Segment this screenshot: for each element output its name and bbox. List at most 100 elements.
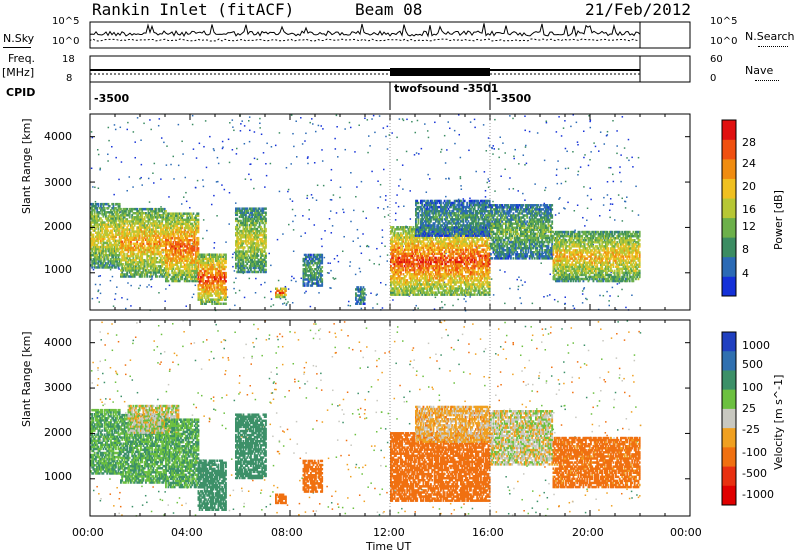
power-noise-echo bbox=[377, 303, 379, 305]
power-echo-cell bbox=[168, 280, 170, 282]
power-noise-echo bbox=[271, 298, 273, 300]
power-noise-echo bbox=[232, 266, 234, 268]
power-noise-echo bbox=[604, 143, 606, 145]
power-noise-echo bbox=[498, 148, 500, 150]
power-noise-echo bbox=[424, 123, 426, 125]
power-noise-echo bbox=[586, 220, 588, 222]
power-echo-cell bbox=[321, 270, 323, 272]
power-noise-echo bbox=[333, 194, 335, 196]
power-noise-echo bbox=[304, 140, 306, 142]
power-noise-echo bbox=[233, 130, 235, 132]
power-noise-echo bbox=[350, 127, 352, 129]
power-noise-echo bbox=[320, 125, 322, 127]
power-noise-echo bbox=[332, 277, 334, 279]
power-noise-echo bbox=[268, 253, 270, 255]
power-noise-echo bbox=[264, 186, 266, 188]
power-echo-cell bbox=[265, 212, 267, 214]
power-noise-echo bbox=[178, 124, 180, 126]
power-echo-cell bbox=[109, 205, 111, 207]
power-noise-echo bbox=[499, 136, 501, 138]
power-noise-echo bbox=[121, 297, 123, 299]
power-noise-echo bbox=[222, 148, 224, 150]
power-noise-echo bbox=[452, 305, 454, 307]
power-noise-echo bbox=[607, 134, 609, 136]
power-noise-echo bbox=[259, 118, 261, 120]
power-noise-echo bbox=[254, 158, 256, 160]
power-noise-echo bbox=[532, 303, 534, 305]
power-noise-echo bbox=[111, 146, 113, 148]
power-noise-echo bbox=[173, 178, 175, 180]
power-noise-echo bbox=[99, 169, 101, 171]
power-noise-echo bbox=[350, 261, 352, 263]
power-noise-echo bbox=[228, 223, 230, 225]
power-noise-echo bbox=[416, 152, 418, 154]
power-noise-echo bbox=[603, 295, 605, 297]
power-noise-echo bbox=[626, 196, 628, 198]
power-noise-echo bbox=[373, 263, 375, 265]
power-noise-echo bbox=[395, 213, 397, 215]
power-noise-echo bbox=[415, 132, 417, 134]
power-noise-echo bbox=[517, 190, 519, 192]
power-echo-cell bbox=[124, 253, 126, 255]
power-noise-echo bbox=[178, 165, 180, 167]
power-noise-echo bbox=[398, 206, 400, 208]
power-noise-echo bbox=[273, 304, 275, 306]
power-noise-echo bbox=[563, 207, 565, 209]
power-noise-echo bbox=[609, 217, 611, 219]
power-noise-echo bbox=[383, 169, 385, 171]
power-noise-echo bbox=[305, 232, 307, 234]
power-noise-echo bbox=[216, 215, 218, 217]
power-noise-echo bbox=[544, 203, 546, 205]
power-echo-cell bbox=[265, 234, 267, 236]
power-noise-echo bbox=[610, 198, 612, 200]
power-noise-echo bbox=[312, 123, 314, 125]
power-noise-echo bbox=[429, 178, 431, 180]
power-noise-echo bbox=[525, 146, 527, 148]
power-noise-echo bbox=[556, 131, 558, 133]
power-noise-echo bbox=[97, 291, 99, 293]
power-noise-echo bbox=[626, 157, 628, 159]
power-noise-echo bbox=[434, 122, 436, 124]
power-noise-echo bbox=[504, 271, 506, 273]
power-noise-echo bbox=[612, 120, 614, 122]
power-noise-echo bbox=[461, 188, 463, 190]
power-noise-echo bbox=[426, 191, 428, 193]
power-echo-cell bbox=[198, 237, 200, 239]
power-noise-echo bbox=[330, 199, 332, 201]
power-noise-echo bbox=[348, 301, 350, 303]
power-noise-echo bbox=[534, 183, 536, 185]
power-noise-echo bbox=[300, 117, 302, 119]
power-noise-echo bbox=[427, 174, 429, 176]
power-noise-echo bbox=[151, 286, 153, 288]
power-noise-echo bbox=[385, 284, 387, 286]
power-noise-echo bbox=[100, 275, 102, 277]
power-noise-echo bbox=[377, 207, 379, 209]
power-noise-echo bbox=[336, 115, 338, 117]
power-noise-echo bbox=[513, 188, 515, 190]
power-noise-echo bbox=[577, 204, 579, 206]
power-noise-echo bbox=[121, 161, 123, 163]
power-noise-echo bbox=[154, 163, 156, 165]
power-noise-echo bbox=[584, 154, 586, 156]
power-noise-echo bbox=[193, 264, 195, 266]
power-echo-cell bbox=[119, 203, 121, 205]
power-noise-echo bbox=[444, 135, 446, 137]
power-noise-echo bbox=[399, 118, 401, 120]
power-noise-echo bbox=[370, 293, 372, 295]
power-noise-echo bbox=[368, 246, 370, 248]
power-noise-echo bbox=[270, 265, 272, 267]
power-noise-echo bbox=[369, 145, 371, 147]
power-echo-cell bbox=[321, 274, 323, 276]
power-noise-echo bbox=[625, 307, 627, 309]
power-noise-echo bbox=[113, 194, 115, 196]
power-noise-echo bbox=[564, 303, 566, 305]
power-noise-echo bbox=[488, 187, 490, 189]
power-noise-echo bbox=[582, 302, 584, 304]
power-noise-echo bbox=[400, 179, 402, 181]
power-noise-echo bbox=[287, 191, 289, 193]
power-noise-echo bbox=[374, 132, 376, 134]
power-noise-echo bbox=[92, 186, 94, 188]
power-noise-echo bbox=[582, 293, 584, 295]
power-echo-cell bbox=[225, 254, 227, 256]
power-noise-echo bbox=[324, 257, 326, 259]
